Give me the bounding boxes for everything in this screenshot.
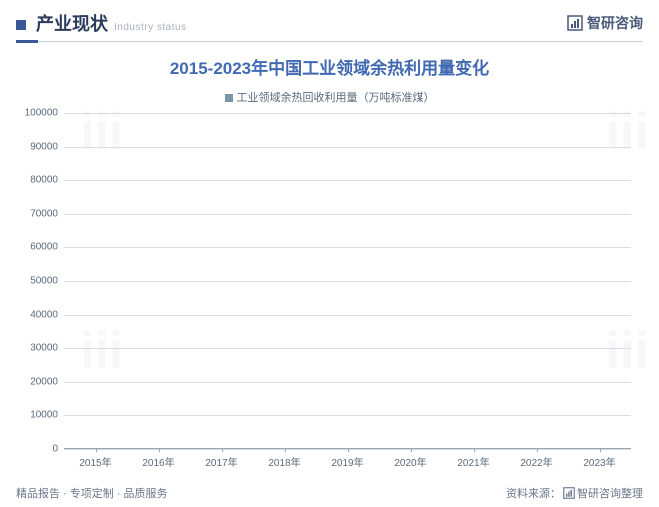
brand-name: 智研咨询 xyxy=(587,13,643,33)
y-axis-label: 40000 xyxy=(30,309,58,320)
section-subtitle: Industry status xyxy=(114,22,187,33)
x-tick xyxy=(222,448,223,452)
x-axis-label: 2019年 xyxy=(331,454,363,469)
x-axis-label: 2015年 xyxy=(79,454,111,469)
x-axis-label: 2021年 xyxy=(457,454,489,469)
footer-right: 资料来源： 智研咨询整理 xyxy=(506,485,643,501)
legend-label: 工业领域余热回收利用量（万吨标准煤） xyxy=(237,92,435,104)
legend-swatch xyxy=(225,94,233,102)
plot: 0100002000030000400005000060000700008000… xyxy=(64,113,631,473)
footer-source-label: 资料来源： xyxy=(506,485,561,501)
footer-source: 智研咨询整理 xyxy=(577,485,643,501)
y-axis-label: 60000 xyxy=(30,242,58,253)
y-axis-label: 20000 xyxy=(30,376,58,387)
header-left: 产业现状 Industry status xyxy=(16,10,187,36)
y-axis-label: 50000 xyxy=(30,276,58,287)
footer-left: 精品报告 · 专项定制 · 品质服务 xyxy=(16,485,168,501)
x-tick xyxy=(411,448,412,452)
y-axis-label: 80000 xyxy=(30,175,58,186)
chart-area: iii iii iii iii 2015-2023年中国工业领域余热利用量变化 … xyxy=(0,42,659,481)
x-tick xyxy=(96,448,97,452)
footer: 精品报告 · 专项定制 · 品质服务 资料来源： 智研咨询整理 xyxy=(16,485,643,501)
section-title: 产业现状 xyxy=(36,10,108,36)
y-axis-label: 90000 xyxy=(30,141,58,152)
chart-title: 2015-2023年中国工业领域余热利用量变化 xyxy=(20,54,639,79)
brand-logo-icon xyxy=(563,487,575,499)
x-tick xyxy=(348,448,349,452)
x-tick xyxy=(537,448,538,452)
x-axis-label: 2018年 xyxy=(268,454,300,469)
bars-container: 2015年2016年2017年2018年2019年2020年2021年2022年… xyxy=(64,113,631,449)
brand: 智研咨询 xyxy=(567,13,643,33)
x-tick xyxy=(285,448,286,452)
brand-logo-icon xyxy=(567,15,583,31)
header-marker xyxy=(16,20,26,30)
x-axis-label: 2020年 xyxy=(394,454,426,469)
y-axis-label: 70000 xyxy=(30,208,58,219)
x-tick xyxy=(159,448,160,452)
y-axis-label: 100000 xyxy=(25,108,58,119)
x-axis-label: 2022年 xyxy=(520,454,552,469)
x-axis-label: 2023年 xyxy=(583,454,615,469)
x-tick xyxy=(600,448,601,452)
y-axis-label: 30000 xyxy=(30,343,58,354)
y-axis-label: 0 xyxy=(52,444,58,455)
x-tick xyxy=(474,448,475,452)
legend: 工业领域余热回收利用量（万吨标准煤） xyxy=(20,89,639,105)
y-axis-label: 10000 xyxy=(30,410,58,421)
x-axis-label: 2017年 xyxy=(205,454,237,469)
header: 产业现状 Industry status 智研咨询 xyxy=(0,0,659,42)
x-axis-label: 2016年 xyxy=(142,454,174,469)
